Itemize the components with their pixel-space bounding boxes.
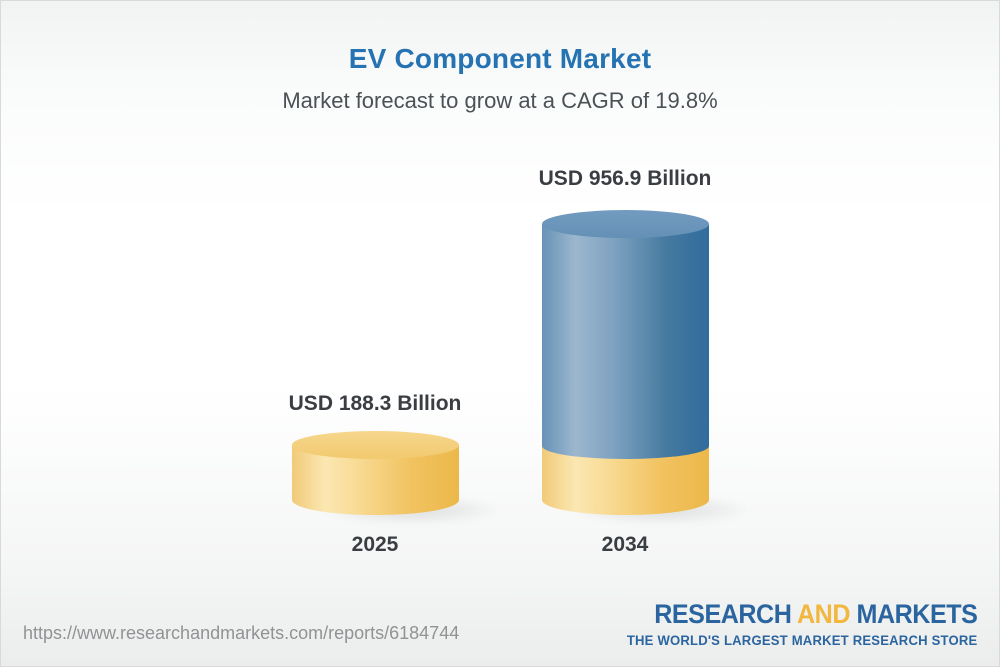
report-url-text: https://www.researchandmarkets.com/repor… — [23, 623, 460, 643]
bar-2025-cylinder — [292, 431, 501, 525]
logo-wordmark: RESEARCH AND MARKETS — [641, 599, 978, 629]
bar-value-label-2025: USD 188.3 Billion — [288, 392, 462, 415]
logo-word-and: AND — [796, 599, 850, 629]
page-subtitle: Market forecast to grow at a CAGR of 19.… — [282, 88, 718, 113]
bar-2034-top-ellipse — [542, 210, 709, 238]
bar-value-label-2034: USD 956.9 Billion — [538, 167, 712, 190]
bar-2034-main-segment — [542, 224, 709, 459]
bar-2025-top-ellipse — [292, 431, 459, 459]
bar-2034-cylinder — [542, 210, 751, 525]
x-axis-label-2025: 2025 — [351, 533, 399, 556]
research-and-markets-logo: RESEARCH AND MARKETS THE WORLD'S LARGEST… — [616, 601, 977, 648]
logo-word-research: RESEARCH — [653, 599, 792, 629]
x-axis-label-2034: 2034 — [601, 533, 649, 556]
logo-tagline: THE WORLD'S LARGEST MARKET RESEARCH STOR… — [626, 633, 977, 648]
page-title: EV Component Market — [348, 43, 652, 74]
logo-word-markets: MARKETS — [856, 599, 977, 629]
